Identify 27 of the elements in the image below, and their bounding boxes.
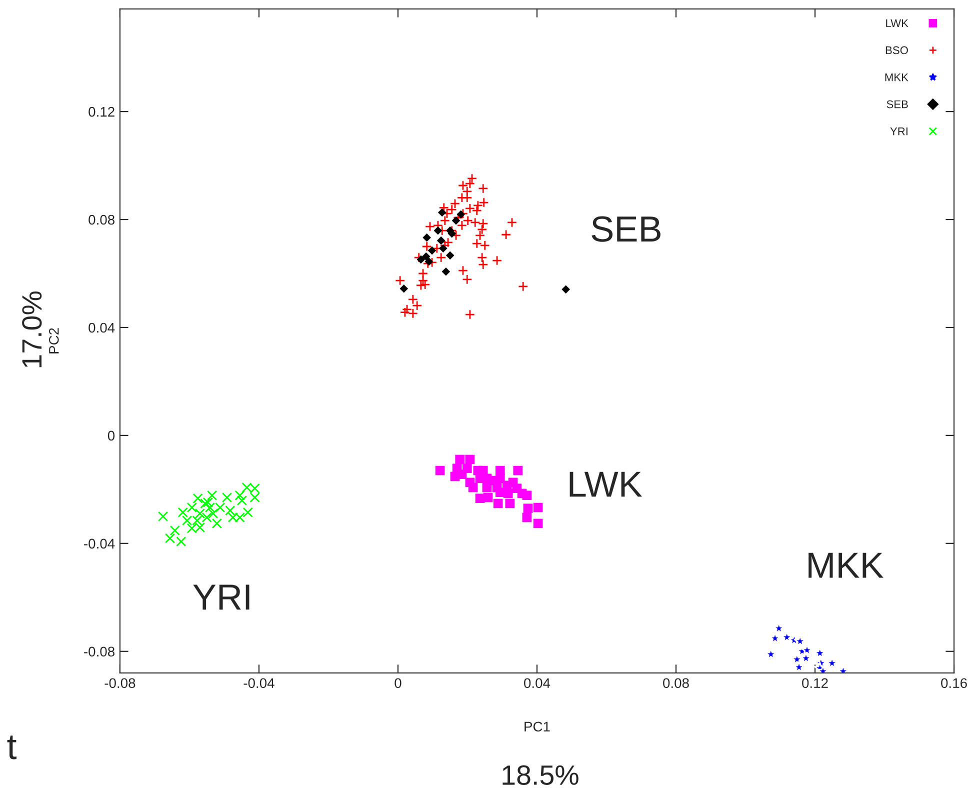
annotation: SEB [592,216,660,242]
legend-label: YRI [890,127,908,136]
text: t [7,736,17,760]
legend-label: BSO [886,46,908,54]
x-tick-label: -0.04 [244,678,274,688]
y-tick-label: 0.08 [88,214,114,225]
x-tick-label: -0.08 [104,678,136,688]
x-tick-label: 0.12 [802,678,828,688]
x-tick-label: 0.04 [524,678,550,688]
x-tick-label: 0 [394,678,402,688]
x-tick-label: 0.08 [663,678,689,688]
y-tick-label: 0.12 [88,106,114,117]
legend-label: MKK [885,73,908,82]
x-tick-label: 0.16 [941,678,967,688]
text: 18.5% [502,765,578,785]
annotation: YRI [193,584,250,610]
annotation: LWK [570,472,642,497]
text: 17.0% [22,292,42,368]
annotation: MKK [808,552,884,578]
y-tick-label: 0.04 [88,322,115,333]
y-axis-title: PC2 [48,328,59,354]
legend-label: SEB [886,100,908,108]
legend-label: LWK [886,19,908,28]
y-tick-label: -0.08 [84,646,114,657]
y-tick-label: -0.04 [84,538,115,549]
x-axis-title: PC1 [524,722,550,732]
y-tick-label: 0 [108,430,115,441]
